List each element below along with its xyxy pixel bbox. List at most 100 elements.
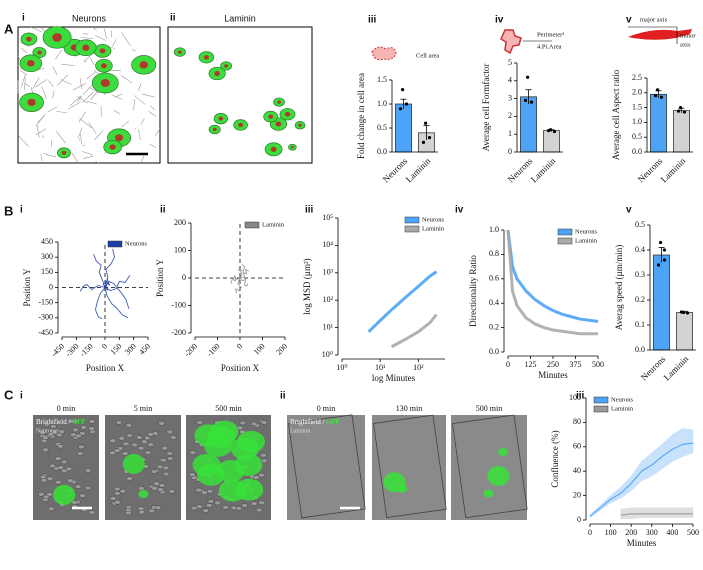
gfp-cluster xyxy=(234,453,263,476)
channel-brightfield: Brightfield / xyxy=(36,418,72,426)
neurite xyxy=(71,152,79,164)
cell xyxy=(137,445,145,451)
cell xyxy=(157,487,164,492)
trajectory xyxy=(104,280,130,309)
nucleus xyxy=(27,59,35,67)
panel-label: v xyxy=(626,15,632,26)
neurite xyxy=(68,101,82,110)
legend-swatch xyxy=(557,237,573,245)
y-tick-label: 10³ xyxy=(323,268,334,277)
neurite xyxy=(135,127,137,129)
gfp-cluster xyxy=(53,484,76,505)
cell xyxy=(207,499,215,504)
legend-label: Laminin xyxy=(611,405,634,412)
y-axis-label: Position Y xyxy=(155,259,165,297)
bar xyxy=(650,93,667,153)
icon xyxy=(500,29,522,55)
y-tick-label: 4 xyxy=(508,76,512,85)
x-tick-label: -100 xyxy=(205,342,222,359)
cell xyxy=(154,505,162,510)
trajectory xyxy=(104,287,129,319)
cell xyxy=(77,451,84,456)
x-axis-label: Position X xyxy=(86,363,125,373)
cell xyxy=(79,493,86,498)
cell xyxy=(40,478,48,483)
neurite xyxy=(24,82,30,88)
series-line xyxy=(390,313,438,349)
nucleus xyxy=(109,144,116,150)
cell xyxy=(260,452,267,458)
neurite xyxy=(111,94,123,100)
data-point xyxy=(552,129,557,134)
x-tick-label: 125 xyxy=(525,360,537,369)
data-point xyxy=(404,102,409,106)
icon xyxy=(628,29,692,40)
y-tick-label: -200 xyxy=(171,328,186,337)
time-label: 0 min xyxy=(57,404,75,413)
gfp-cluster xyxy=(498,448,509,457)
cell xyxy=(54,480,62,485)
y-tick-label: 0.1 xyxy=(635,320,645,329)
gfp-cluster xyxy=(204,434,233,457)
panel-label: iv xyxy=(495,15,504,26)
trajectory xyxy=(239,268,250,279)
legend-swatch xyxy=(244,221,260,229)
cell xyxy=(161,445,168,451)
y-tick-label: 0.4 xyxy=(635,245,645,254)
annotation: major axis xyxy=(640,16,668,23)
cell xyxy=(160,458,167,463)
data-point xyxy=(662,258,667,262)
x-tick-label: 500 xyxy=(687,528,699,537)
neurite xyxy=(114,93,123,98)
y-tick-label: 0.8 xyxy=(489,249,499,258)
cell xyxy=(125,423,133,428)
cell xyxy=(119,488,127,494)
cell xyxy=(253,475,260,480)
neurite xyxy=(47,106,58,113)
nucleus xyxy=(82,44,90,51)
data-point xyxy=(526,75,530,79)
y-tick-label: 0 xyxy=(49,282,53,291)
x-tick-label: 300 xyxy=(123,342,138,357)
y-tick-label: -450 xyxy=(38,328,53,337)
cell xyxy=(39,430,46,435)
cell xyxy=(109,438,116,443)
bar xyxy=(520,96,537,153)
y-tick-label: 0 xyxy=(577,515,581,524)
y-tick-label: 0.6 xyxy=(489,274,499,283)
neurite xyxy=(50,140,53,148)
data-point xyxy=(682,110,687,114)
cell xyxy=(156,464,164,470)
neurite xyxy=(120,121,129,128)
cell xyxy=(260,420,268,425)
x-tick-label: Laminin xyxy=(659,155,688,184)
confidence-band xyxy=(620,507,694,520)
cell xyxy=(78,444,85,450)
cell xyxy=(205,503,213,508)
neurite xyxy=(133,95,146,105)
cell xyxy=(136,435,143,440)
panel-label: ii xyxy=(170,13,176,24)
neurite xyxy=(41,135,45,138)
trajectory xyxy=(104,275,131,292)
time-label: 500 min xyxy=(476,404,502,413)
panel-label: C xyxy=(4,387,14,402)
neurite xyxy=(80,133,83,145)
x-tick-label: 10¹ xyxy=(375,363,386,372)
cell xyxy=(166,456,174,461)
y-tick-label: 0.3 xyxy=(635,270,645,279)
neurite xyxy=(82,84,94,95)
x-tick-label: 375 xyxy=(570,360,582,369)
cell xyxy=(214,500,221,506)
x-tick-label: -150 xyxy=(78,342,95,359)
cell xyxy=(222,505,229,510)
neurite xyxy=(88,122,97,134)
neurite xyxy=(77,95,83,103)
neurite xyxy=(52,90,55,99)
cell xyxy=(166,451,173,456)
neurite xyxy=(36,125,40,138)
data-point xyxy=(679,106,683,110)
y-axis-label: Fold change in cell area xyxy=(356,73,366,159)
chamber xyxy=(373,414,447,519)
x-tick-label: 200 xyxy=(625,528,637,537)
